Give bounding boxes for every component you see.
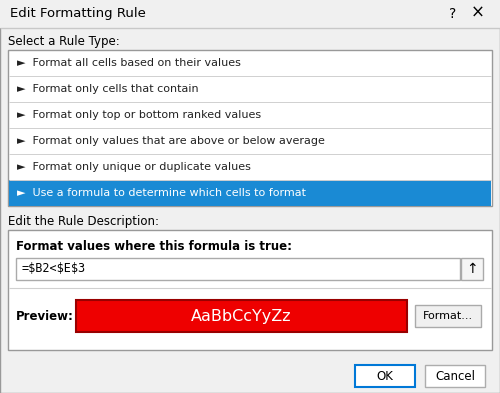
Text: ►  Format only unique or duplicate values: ► Format only unique or duplicate values (17, 162, 251, 172)
Text: OK: OK (376, 369, 394, 382)
Bar (355, 365, 415, 387)
Bar (461, 258, 483, 280)
Text: Edit the Rule Description:: Edit the Rule Description: (8, 215, 159, 228)
Text: ►  Format only top or bottom ranked values: ► Format only top or bottom ranked value… (17, 110, 261, 120)
Bar (8, 230, 492, 350)
Text: ►  Use a formula to determine which cells to format: ► Use a formula to determine which cells… (17, 188, 306, 198)
Text: AaBbCcYyZz: AaBbCcYyZz (191, 309, 292, 323)
Bar (76, 300, 407, 332)
Text: Format values where this formula is true:: Format values where this formula is true… (16, 239, 292, 252)
Bar (425, 365, 485, 387)
Bar (9, 180, 491, 206)
Text: ►  Format only values that are above or below average: ► Format only values that are above or b… (17, 136, 325, 146)
Bar (0, 0, 500, 28)
Text: Select a Rule Type:: Select a Rule Type: (8, 35, 120, 48)
Text: Edit Formatting Rule: Edit Formatting Rule (10, 7, 146, 20)
Bar (16, 258, 460, 280)
Text: =$B2<$E$3: =$B2<$E$3 (21, 263, 85, 275)
Bar (415, 305, 481, 327)
Text: Preview:: Preview: (16, 310, 74, 323)
Text: Cancel: Cancel (435, 369, 475, 382)
Text: ►  Format all cells based on their values: ► Format all cells based on their values (17, 58, 241, 68)
Text: ?: ? (450, 7, 456, 21)
Text: Format...: Format... (423, 311, 473, 321)
Bar (8, 50, 492, 206)
Text: ►  Format only cells that contain: ► Format only cells that contain (17, 84, 198, 94)
Text: ↑: ↑ (466, 262, 478, 276)
Text: ×: × (471, 4, 485, 22)
